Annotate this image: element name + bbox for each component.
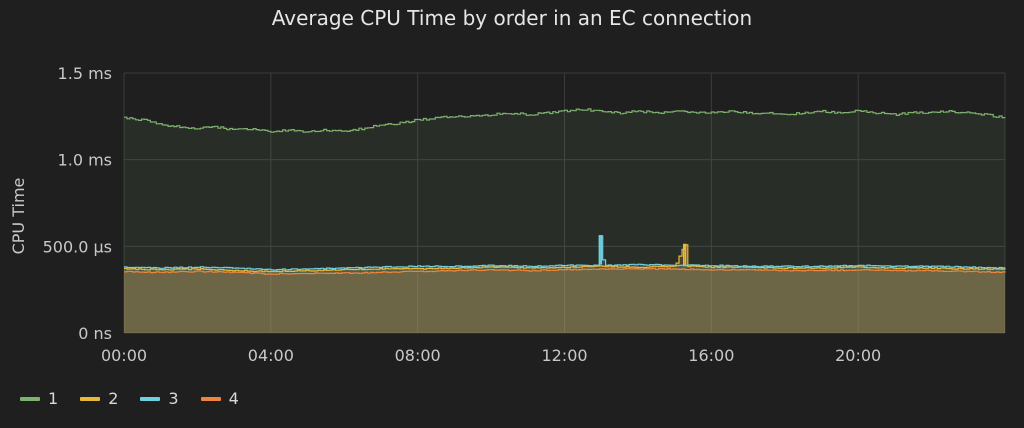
series-spike-2[interactable] <box>683 243 687 267</box>
x-tick-label: 12:00 <box>541 346 587 365</box>
series-line-1[interactable] <box>124 108 1006 133</box>
y-axis-label: CPU Time <box>9 178 28 255</box>
series-area-4 <box>124 268 1005 333</box>
x-tick-label: 00:00 <box>101 346 147 365</box>
x-tick-label: 20:00 <box>835 346 881 365</box>
x-tick-label: 08:00 <box>395 346 441 365</box>
y-tick-label: 500.0 µs <box>43 237 112 256</box>
series-line-4[interactable] <box>124 267 1006 275</box>
grid <box>123 72 1006 334</box>
chart-title: Average CPU Time by order in an EC conne… <box>271 6 753 30</box>
y-axis-ticks: 0 ns 500.0 µs 1.0 ms 1.5 ms <box>43 64 112 343</box>
legend-label: 3 <box>168 389 179 408</box>
series-lines <box>124 108 1006 275</box>
series-area-1 <box>124 108 1005 334</box>
series-line-3[interactable] <box>124 235 1006 271</box>
legend-swatch <box>140 396 161 401</box>
legend-swatch <box>200 396 221 401</box>
legend-label: 1 <box>48 389 59 408</box>
series-spike-3[interactable] <box>598 235 602 265</box>
x-axis-ticks: 00:00 04:00 08:00 12:00 16:00 20:00 <box>101 346 881 365</box>
legend-swatch <box>80 396 101 401</box>
series-areas <box>124 108 1005 334</box>
legend-label: 2 <box>108 389 119 408</box>
legend-item-4[interactable]: 4 <box>200 389 239 408</box>
legend-item-2[interactable]: 2 <box>80 389 118 408</box>
legend-item-3[interactable]: 3 <box>140 389 179 408</box>
series-line-2[interactable] <box>124 244 1006 273</box>
y-tick-label: 1.0 ms <box>58 151 112 170</box>
legend-label: 4 <box>228 389 239 408</box>
legend: 1 2 3 4 <box>20 389 239 408</box>
x-tick-label: 04:00 <box>248 346 294 365</box>
series-area-3 <box>124 235 1005 333</box>
legend-item-1[interactable]: 1 <box>20 389 58 408</box>
y-tick-label: 0 ns <box>78 324 112 343</box>
series-area-2 <box>124 244 1005 333</box>
y-tick-label: 1.5 ms <box>58 64 112 83</box>
legend-swatch <box>20 396 40 401</box>
x-tick-label: 16:00 <box>688 346 734 365</box>
